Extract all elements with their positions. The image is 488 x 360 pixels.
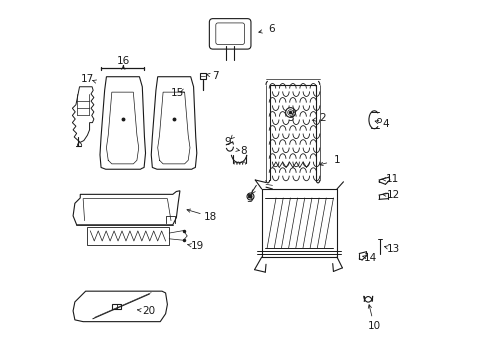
Text: 19: 19 xyxy=(191,241,204,251)
Bar xyxy=(112,303,121,309)
Text: 11: 11 xyxy=(385,174,398,184)
Text: 4: 4 xyxy=(382,120,388,129)
Text: 15: 15 xyxy=(170,88,183,98)
Text: 17: 17 xyxy=(81,74,94,84)
Text: 3: 3 xyxy=(286,113,293,123)
Text: 12: 12 xyxy=(386,190,400,200)
Text: 18: 18 xyxy=(203,212,217,221)
Text: 9: 9 xyxy=(224,138,230,147)
Text: 20: 20 xyxy=(142,306,155,316)
Text: 8: 8 xyxy=(240,146,246,156)
Text: 2: 2 xyxy=(319,113,325,123)
Text: 1: 1 xyxy=(333,155,340,165)
Text: 13: 13 xyxy=(386,244,400,254)
Text: 7: 7 xyxy=(211,71,218,81)
Text: 10: 10 xyxy=(367,321,380,331)
Text: 16: 16 xyxy=(117,56,130,66)
Text: 14: 14 xyxy=(364,253,377,263)
Text: 6: 6 xyxy=(267,24,274,35)
Text: 5: 5 xyxy=(245,194,252,204)
